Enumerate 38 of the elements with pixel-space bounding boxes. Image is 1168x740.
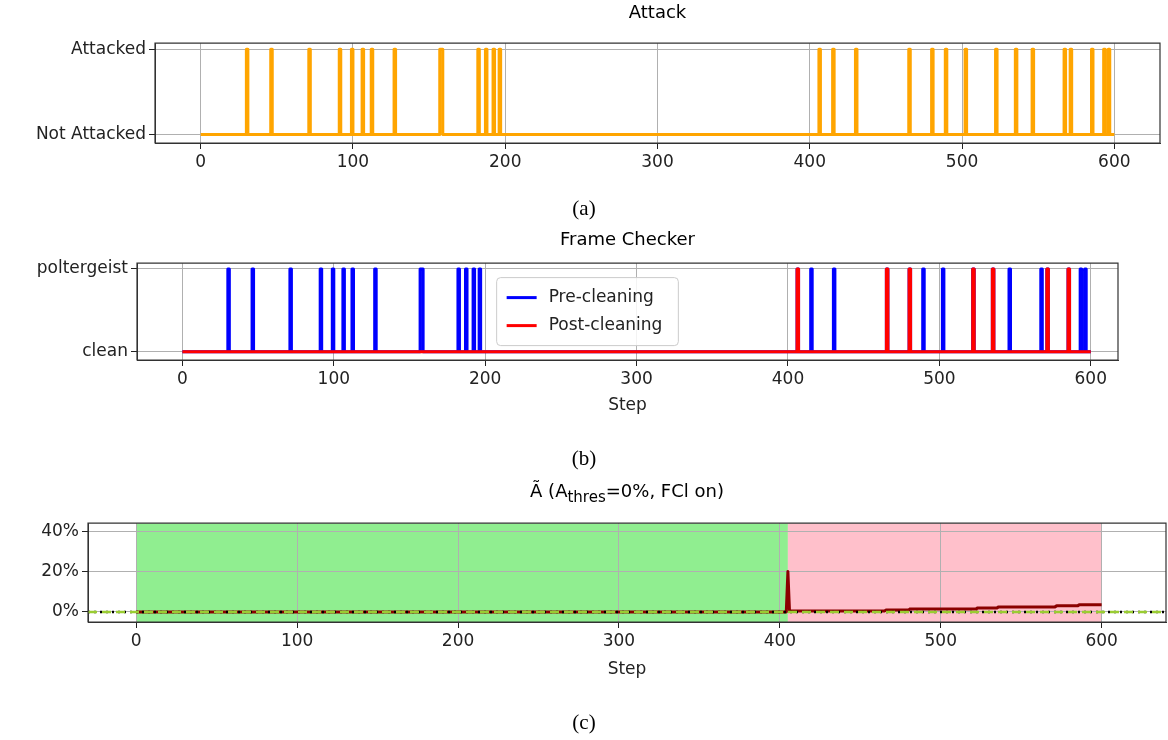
x-tick-label: 100	[336, 150, 370, 171]
x-tick-label: 500	[923, 367, 956, 388]
x-axis-title: Step	[607, 658, 647, 679]
x-tick-label: 200	[489, 150, 522, 171]
category-label: Attacked	[71, 37, 146, 58]
category-label: poltergeist	[36, 257, 128, 278]
text: (c)	[572, 710, 596, 735]
x-tick-label: 600	[1098, 150, 1131, 171]
x-tick-label: 0	[195, 150, 207, 171]
text: (b)	[571, 446, 597, 471]
legend-label: Pre-cleaning	[548, 286, 654, 307]
x-tick-label: 0	[130, 629, 142, 650]
y-tick-label: 20%	[41, 560, 79, 581]
x-axis-title: Step	[608, 394, 647, 415]
chart-title: Frame Checker	[559, 228, 696, 249]
x-tick-label: 400	[763, 629, 797, 650]
category-label: Not Attacked	[35, 122, 146, 143]
x-tick-label: 500	[945, 150, 979, 171]
x-tick-label: 200	[468, 367, 502, 388]
x-tick-label: 600	[1085, 629, 1118, 650]
x-tick-label: 300	[602, 629, 636, 650]
y-tick-label: 40%	[41, 519, 79, 540]
x-tick-label: 400	[771, 367, 805, 388]
chart-title: Ã (A$_{thres}$=0%, FCl on)	[530, 480, 724, 506]
x-tick-label: 100	[280, 629, 314, 650]
x-tick-label: 600	[1074, 367, 1107, 388]
y-tick-label: 0%	[52, 600, 79, 621]
category-label: clean	[82, 340, 128, 361]
x-tick-label: 500	[924, 629, 957, 650]
chart-title: Attack	[628, 1, 687, 22]
x-tick-label: 400	[793, 150, 826, 171]
x-tick-label: 200	[441, 629, 475, 650]
x-tick-label: 300	[620, 367, 653, 388]
x-tick-label: 0	[177, 367, 188, 388]
x-tick-label: 300	[641, 150, 674, 171]
x-tick-label: 100	[317, 367, 351, 388]
legend-label: Post-cleaning	[548, 314, 663, 335]
text: (a)	[572, 196, 596, 221]
